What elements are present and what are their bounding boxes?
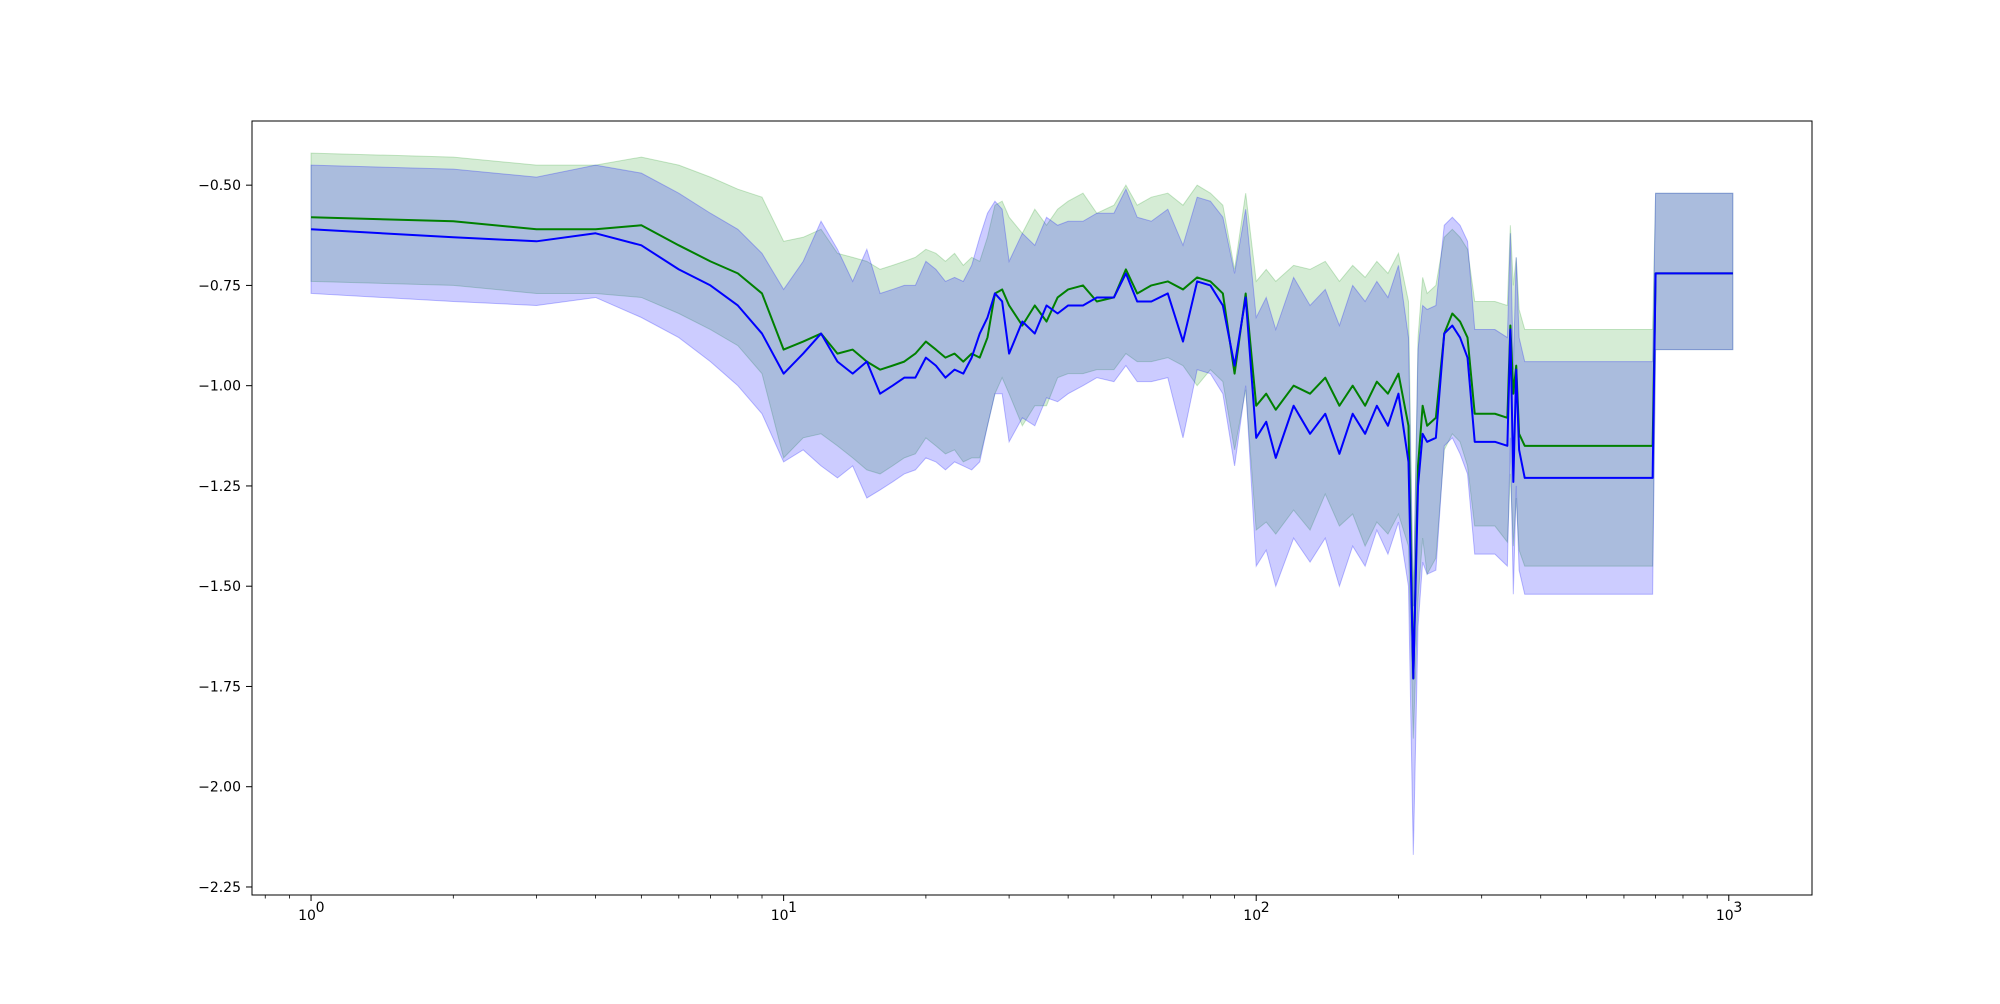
y-tick-label: −0.50 xyxy=(198,178,241,194)
y-tick-label: −0.75 xyxy=(198,278,241,294)
series-2-band xyxy=(310,164,1734,855)
x-tick-label: 10 xyxy=(771,908,789,924)
x-tick-label: 10 xyxy=(298,908,316,924)
x-tick-exponent: 3 xyxy=(1733,900,1742,916)
series-2-line xyxy=(310,228,1733,680)
x-tick-label: 10 xyxy=(1716,908,1734,924)
y-tick-label: −2.00 xyxy=(198,780,241,796)
x-tick-exponent: 1 xyxy=(788,900,797,916)
y-tick-label: −1.00 xyxy=(198,379,241,395)
confidence-bands xyxy=(310,152,1734,855)
y-tick-label: −2.25 xyxy=(198,880,241,896)
x-tick-label: 10 xyxy=(1243,908,1261,924)
series-lines xyxy=(310,216,1733,680)
y-tick-label: −1.50 xyxy=(198,579,241,595)
y-tick-label: −1.75 xyxy=(198,679,241,695)
series-1-band xyxy=(310,152,1734,739)
x-tick-exponent: 0 xyxy=(316,900,325,916)
x-tick-exponent: 2 xyxy=(1261,900,1270,916)
series-1-line xyxy=(311,216,1733,680)
y-axis: −0.50 −0.75 −1.00 −1.25 −1.50 −1.75 −2.00 −2.25 xyxy=(198,178,252,896)
plot-frame xyxy=(251,120,1813,896)
x-axis: 10 0 10 1 10 2 10 3 xyxy=(264,895,1742,924)
y-tick-label: −1.25 xyxy=(198,479,241,495)
